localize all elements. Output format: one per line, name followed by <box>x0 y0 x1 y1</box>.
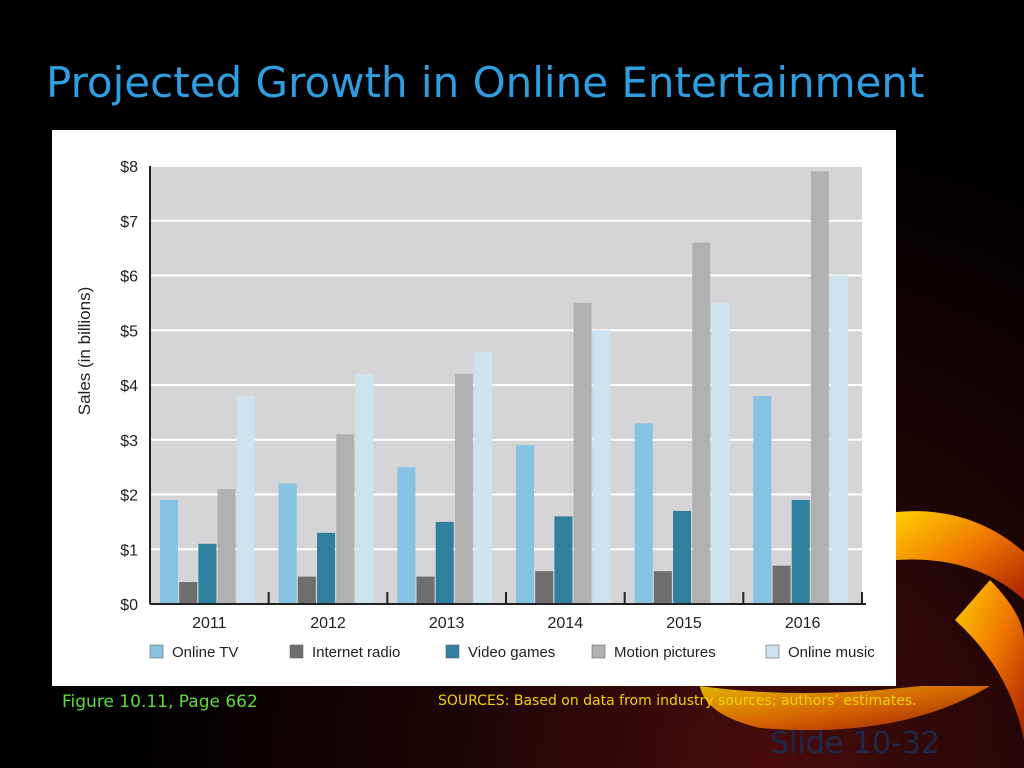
x-tick-label: 2011 <box>192 615 227 632</box>
sources-note: SOURCES: Based on data from industry sou… <box>438 693 917 709</box>
decorative-ring-arc-right <box>955 580 1024 740</box>
legend-label: Motion pictures <box>614 644 716 661</box>
bar-online-tv-2013 <box>397 467 416 604</box>
legend-label: Video games <box>468 644 555 661</box>
x-tick-label: 2013 <box>429 615 465 632</box>
x-tick-label: 2012 <box>310 615 346 632</box>
legend-label: Internet radio <box>312 644 400 661</box>
bar-motion-pictures-2014 <box>573 302 592 604</box>
bar-chart: $0$1$2$3$4$5$6$7$8 2011 2012 2013 2014 2015 2… <box>75 159 875 661</box>
bar-online-music-2015 <box>711 302 730 604</box>
figure-caption: Figure 10.11, Page 662 <box>62 692 258 712</box>
bar-internet-radio-2016 <box>772 565 791 604</box>
y-tick-label: $2 <box>120 488 138 505</box>
bar-motion-pictures-2011 <box>217 489 236 604</box>
axes <box>149 166 866 605</box>
bar-online-music-2011 <box>236 395 255 604</box>
bar-internet-radio-2015 <box>653 571 672 604</box>
bar-online-tv-2011 <box>160 499 178 604</box>
slide-title: Projected Growth in Online Entertainment <box>46 58 925 107</box>
bar-online-music-2014 <box>592 330 611 604</box>
decorative-ring-arc-top <box>896 511 1024 600</box>
y-tick-label: $7 <box>120 214 138 231</box>
legend-label: Online TV <box>172 644 238 661</box>
y-tick-label: $6 <box>120 269 138 286</box>
y-tick-label: $3 <box>120 433 138 450</box>
chart-panel: $0 $1 $2 $3 $4 $5 $6 $7 $8 2011 2012 2013 2014 2015 2… <box>52 130 896 686</box>
y-tick-label: $5 <box>120 323 138 340</box>
bar-online-tv-2014 <box>516 445 534 604</box>
bar-video-games-2016 <box>791 499 810 604</box>
gridlines <box>150 165 862 551</box>
bar-video-games-2012 <box>317 532 336 604</box>
legend-swatch <box>765 644 780 659</box>
legend-swatch <box>591 644 606 659</box>
bar-video-games-2014 <box>554 516 573 604</box>
bar-video-games-2011 <box>198 543 217 604</box>
x-tick-label: 2014 <box>548 615 584 632</box>
bar-motion-pictures-2012 <box>336 434 355 604</box>
bar-online-music-2012 <box>355 374 374 604</box>
y-tick-labels: $0 $1 $2 $3 $4 $5 $6 $7 $8 <box>120 159 138 614</box>
legend: Online TV Internet radio Video games Motion… <box>149 644 875 661</box>
y-axis-label: Sales (in billions) <box>75 287 94 416</box>
bar-online-tv-2015 <box>634 423 653 604</box>
bar-internet-radio-2011 <box>179 582 198 604</box>
bar-motion-pictures-2013 <box>454 374 473 604</box>
bar-internet-radio-2013 <box>416 576 435 604</box>
x-tick-label: 2016 <box>785 615 821 632</box>
legend-swatch <box>289 644 304 659</box>
bar-motion-pictures-2015 <box>692 242 711 604</box>
x-tick-label: 2015 <box>666 615 702 632</box>
bar-online-music-2016 <box>830 275 849 604</box>
bar-online-music-2013 <box>474 352 493 604</box>
bar-video-games-2013 <box>435 521 454 604</box>
x-tick-labels: 2011 2012 2013 2014 2015 2016 <box>192 615 820 632</box>
legend-label: Online music <box>788 644 875 661</box>
bar-motion-pictures-2016 <box>810 171 829 604</box>
bars <box>160 171 849 604</box>
y-tick-label: $8 <box>120 159 138 176</box>
slide-number: Slide 10-32 <box>770 726 940 761</box>
legend-swatch <box>445 644 460 659</box>
legend-swatch <box>149 644 164 659</box>
bar-internet-radio-2012 <box>297 576 316 604</box>
bar-video-games-2015 <box>673 510 692 604</box>
bar-online-tv-2016 <box>753 395 772 604</box>
decorative-ring-arc-bottom <box>700 686 990 731</box>
y-tick-label: $1 <box>120 542 138 559</box>
y-tick-label: $0 <box>120 597 138 614</box>
y-tick-label: $4 <box>120 378 138 395</box>
bar-online-tv-2012 <box>278 483 297 604</box>
bar-internet-radio-2014 <box>535 571 554 604</box>
